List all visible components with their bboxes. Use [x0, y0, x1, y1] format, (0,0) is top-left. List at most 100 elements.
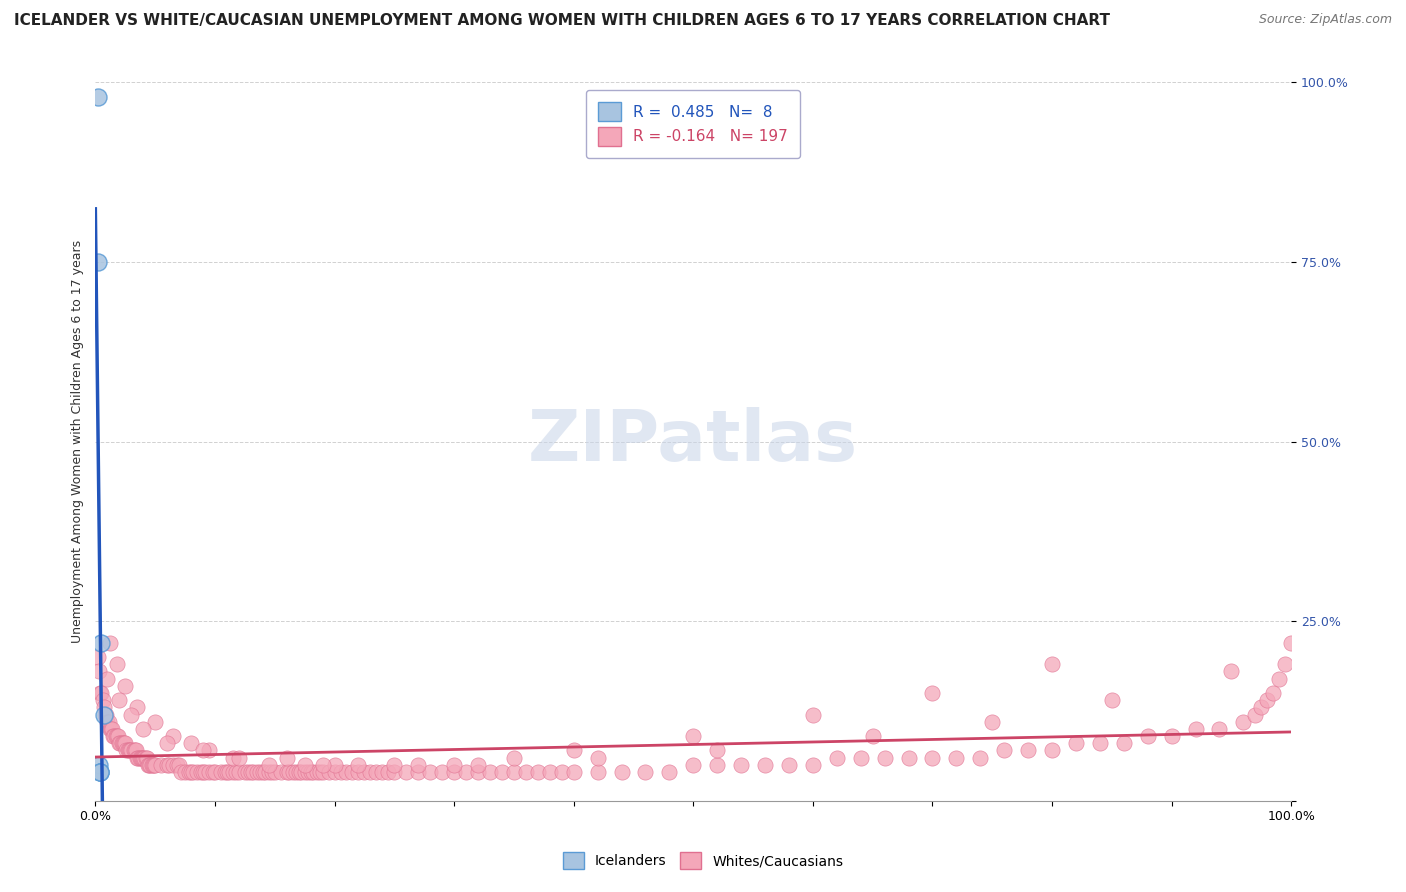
Point	[257, 757, 280, 772]
Point	[218, 764, 240, 779]
Point	[134, 750, 156, 764]
Point	[478, 764, 501, 779]
Point	[897, 750, 920, 764]
Point	[89, 764, 111, 779]
Point	[873, 750, 896, 764]
Point	[93, 700, 115, 714]
Point	[353, 764, 375, 779]
Point	[586, 764, 609, 779]
Point	[87, 90, 110, 104]
Point	[139, 757, 162, 772]
Point	[104, 729, 127, 743]
Point	[467, 757, 489, 772]
Point	[1244, 707, 1267, 722]
Point	[921, 686, 943, 700]
Point	[262, 764, 284, 779]
Point	[503, 750, 526, 764]
Point	[214, 764, 236, 779]
Point	[778, 757, 800, 772]
Point	[285, 764, 308, 779]
Point	[443, 757, 465, 772]
Point	[180, 764, 202, 779]
Point	[128, 750, 150, 764]
Point	[89, 686, 111, 700]
Point	[96, 672, 118, 686]
Point	[105, 657, 128, 672]
Point	[228, 764, 250, 779]
Point	[921, 750, 943, 764]
Point	[1160, 729, 1182, 743]
Point	[287, 764, 309, 779]
Point	[377, 764, 399, 779]
Point	[97, 714, 120, 729]
Point	[263, 764, 285, 779]
Point	[395, 764, 418, 779]
Point	[706, 757, 728, 772]
Point	[993, 743, 1015, 757]
Point	[503, 764, 526, 779]
Point	[311, 757, 333, 772]
Point	[191, 764, 214, 779]
Point	[1064, 736, 1087, 750]
Point	[170, 764, 193, 779]
Point	[114, 679, 136, 693]
Point	[443, 764, 465, 779]
Point	[290, 764, 312, 779]
Point	[1220, 665, 1243, 679]
Legend: Icelanders, Whites/Caucasians: Icelanders, Whites/Caucasians	[555, 846, 851, 876]
Point	[190, 764, 212, 779]
Point	[132, 750, 155, 764]
Point	[801, 757, 824, 772]
Point	[156, 736, 179, 750]
Point	[1112, 736, 1135, 750]
Point	[100, 722, 122, 736]
Point	[359, 764, 381, 779]
Point	[120, 707, 142, 722]
Point	[430, 764, 453, 779]
Point	[634, 764, 657, 779]
Point	[299, 764, 322, 779]
Point	[120, 743, 142, 757]
Point	[981, 714, 1004, 729]
Point	[91, 693, 114, 707]
Point	[302, 764, 325, 779]
Point	[1208, 722, 1230, 736]
Point	[111, 736, 134, 750]
Point	[278, 764, 301, 779]
Point	[342, 764, 364, 779]
Point	[138, 757, 160, 772]
Point	[849, 750, 872, 764]
Point	[406, 757, 429, 772]
Point	[347, 757, 370, 772]
Point	[93, 707, 115, 722]
Point	[382, 764, 405, 779]
Point	[323, 757, 346, 772]
Point	[131, 750, 153, 764]
Point	[347, 764, 370, 779]
Point	[90, 686, 112, 700]
Point	[101, 722, 124, 736]
Point	[366, 764, 388, 779]
Point	[276, 764, 298, 779]
Point	[1088, 736, 1111, 750]
Point	[132, 722, 155, 736]
Point	[87, 650, 110, 665]
Point	[1136, 729, 1159, 743]
Point	[87, 255, 110, 269]
Point	[309, 764, 332, 779]
Point	[1232, 714, 1254, 729]
Point	[105, 729, 128, 743]
Point	[515, 764, 537, 779]
Point	[551, 764, 574, 779]
Point	[89, 764, 111, 779]
Point	[1184, 722, 1206, 736]
Point	[110, 736, 132, 750]
Point	[115, 743, 138, 757]
Point	[228, 750, 250, 764]
Point	[143, 757, 166, 772]
Point	[156, 757, 179, 772]
Point	[454, 764, 477, 779]
Y-axis label: Unemployment Among Women with Children Ages 6 to 17 years: Unemployment Among Women with Children A…	[72, 240, 84, 643]
Point	[94, 707, 117, 722]
Point	[222, 764, 245, 779]
